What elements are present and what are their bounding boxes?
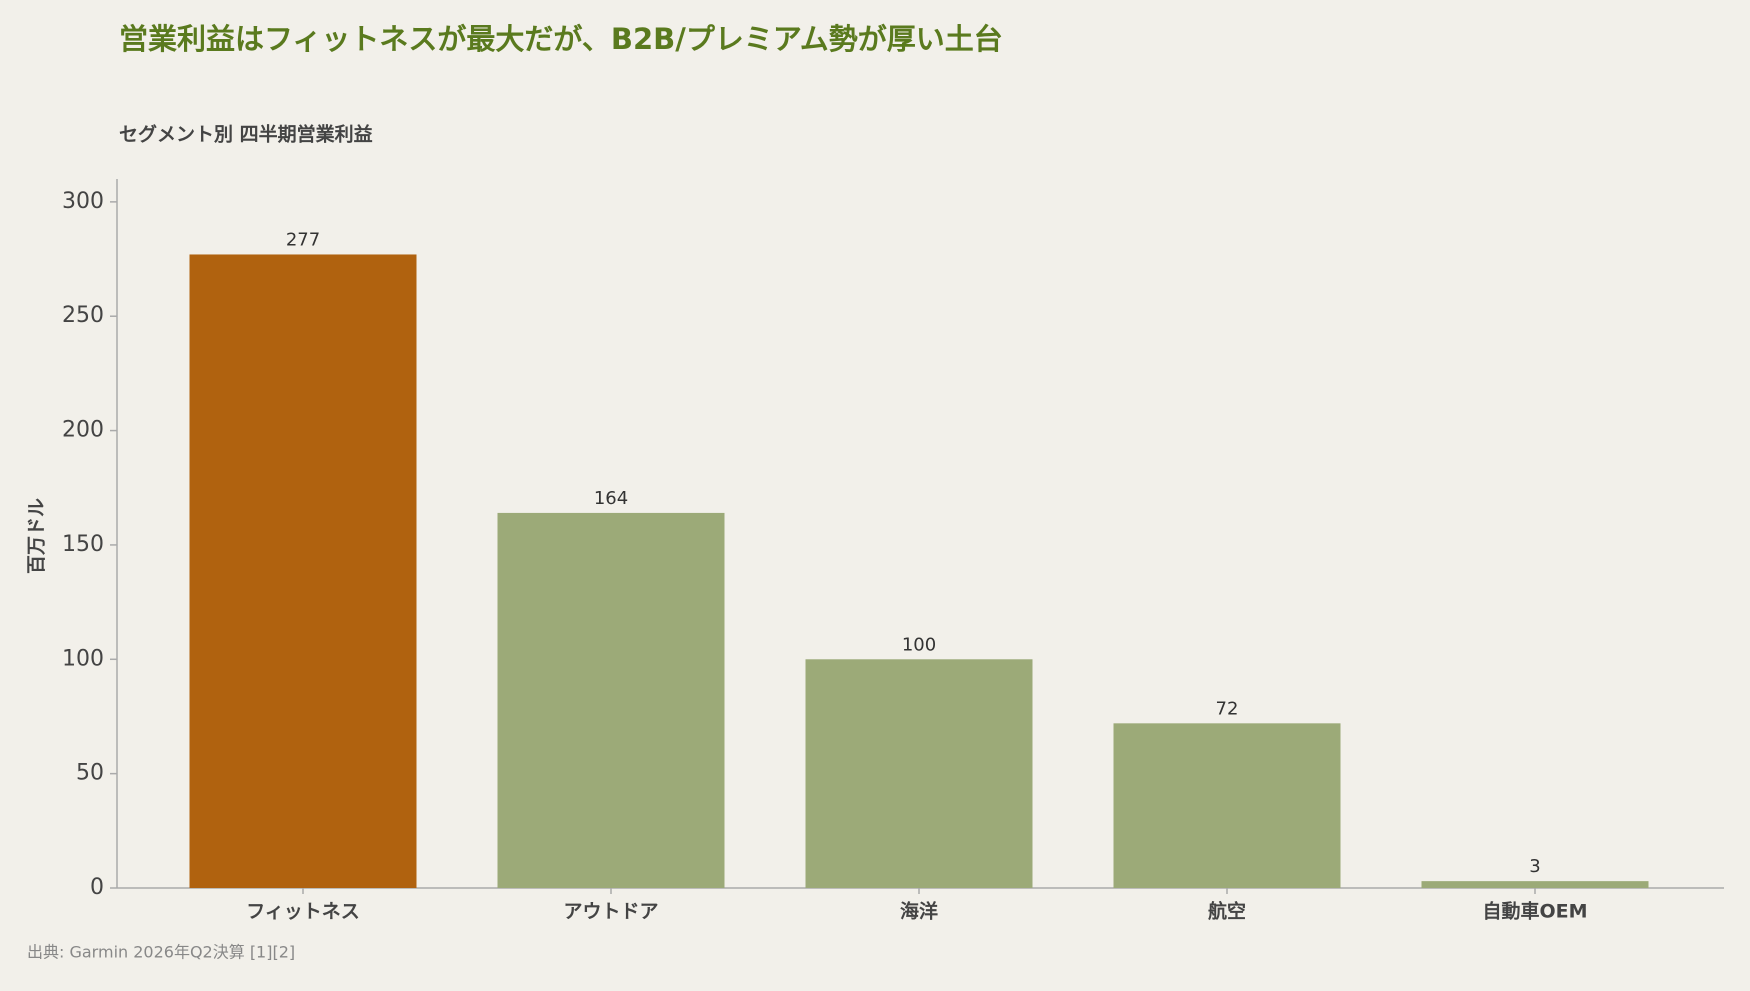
bar	[1421, 881, 1649, 888]
value-label: 100	[902, 634, 936, 655]
x-tick-label: 自動車OEM	[1482, 900, 1587, 923]
bar	[805, 659, 1033, 888]
x-tick-label: 航空	[1208, 900, 1246, 923]
bar	[189, 254, 417, 889]
y-tick-label: 150	[62, 532, 104, 557]
y-tick-label: 300	[62, 189, 104, 214]
bar	[1113, 723, 1341, 888]
x-tick-label: アウトドア	[563, 901, 658, 923]
y-tick-label: 200	[62, 418, 104, 443]
chart-subtitle: セグメント別 四半期営業利益	[119, 123, 373, 146]
value-label: 3	[1529, 856, 1540, 877]
source-note: 出典: Garmin 2026年Q2決算 [1][2]	[27, 943, 295, 962]
y-tick-label: 0	[90, 875, 104, 900]
x-tick-label: 海洋	[900, 900, 938, 923]
value-label: 72	[1216, 698, 1239, 719]
y-tick-label: 250	[62, 303, 104, 328]
bar	[497, 512, 725, 888]
y-tick-label: 50	[76, 761, 104, 786]
value-label: 164	[594, 488, 628, 509]
y-tick-label: 100	[62, 646, 104, 671]
y-axis-label: 百万ドル	[26, 498, 48, 574]
value-label: 277	[286, 229, 320, 250]
chart-title: 営業利益はフィットネスが最大だが、B2B/プレミアム勢が厚い土台	[119, 22, 1003, 56]
x-tick-label: フィットネス	[246, 901, 360, 923]
